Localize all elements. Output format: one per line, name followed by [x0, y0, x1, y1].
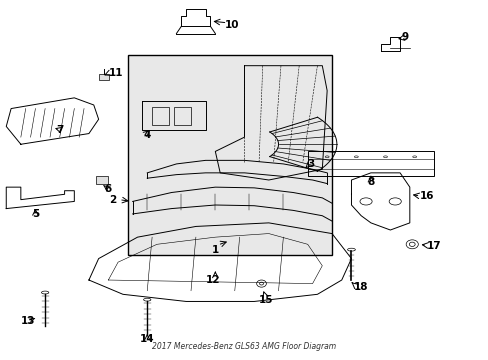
- Bar: [96, 176, 108, 184]
- Text: 13: 13: [21, 316, 35, 326]
- Text: 5: 5: [32, 209, 39, 219]
- Text: 7: 7: [56, 125, 63, 135]
- Text: 15: 15: [259, 295, 273, 305]
- Text: 8: 8: [366, 177, 374, 187]
- Bar: [174, 107, 191, 125]
- Text: 2017 Mercedes-Benz GLS63 AMG Floor Diagram: 2017 Mercedes-Benz GLS63 AMG Floor Diagr…: [152, 342, 336, 351]
- Text: 9: 9: [401, 32, 407, 42]
- Text: 18: 18: [353, 282, 367, 292]
- Text: 17: 17: [426, 241, 441, 251]
- Text: 16: 16: [419, 191, 433, 201]
- Text: 2: 2: [109, 195, 117, 204]
- Text: 4: 4: [143, 130, 151, 140]
- Text: 3: 3: [307, 159, 314, 169]
- Text: 6: 6: [104, 184, 112, 194]
- Text: 10: 10: [224, 19, 239, 30]
- Bar: [127, 55, 331, 255]
- Bar: [99, 74, 109, 80]
- Text: 12: 12: [205, 275, 220, 285]
- Text: 11: 11: [108, 68, 122, 78]
- Bar: [152, 107, 169, 125]
- Text: 14: 14: [140, 334, 154, 344]
- Text: 1: 1: [211, 245, 219, 255]
- Bar: [307, 152, 433, 176]
